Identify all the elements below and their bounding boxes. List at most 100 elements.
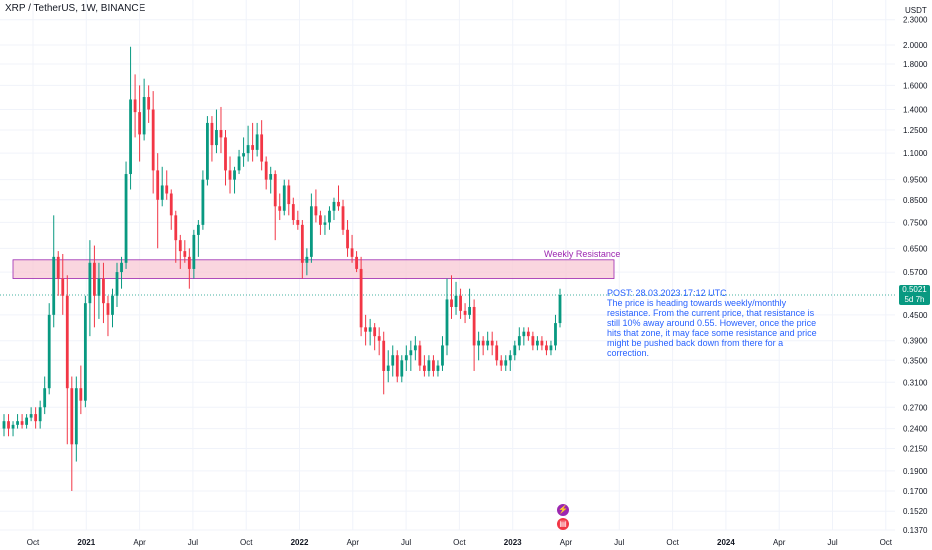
candle[interactable]: [138, 85, 142, 162]
candle[interactable]: [65, 275, 69, 445]
candle[interactable]: [61, 253, 65, 315]
candle[interactable]: [47, 303, 51, 395]
candle[interactable]: [319, 210, 322, 235]
candle[interactable]: [296, 210, 300, 230]
candle[interactable]: [237, 149, 241, 175]
candle[interactable]: [323, 215, 327, 235]
candle[interactable]: [242, 137, 245, 167]
candle[interactable]: [341, 199, 345, 235]
candle[interactable]: [282, 179, 286, 216]
candle[interactable]: [454, 281, 458, 315]
candle[interactable]: [210, 116, 214, 162]
candle[interactable]: [183, 240, 187, 263]
candle[interactable]: [16, 414, 19, 429]
candle[interactable]: [377, 327, 381, 356]
candle[interactable]: [43, 376, 47, 415]
candle[interactable]: [133, 74, 137, 138]
candle[interactable]: [535, 336, 539, 351]
candle[interactable]: [88, 240, 92, 337]
candle[interactable]: [517, 327, 521, 351]
candle[interactable]: [269, 166, 273, 194]
candle[interactable]: [382, 331, 386, 395]
candle[interactable]: [264, 156, 268, 190]
candle[interactable]: [422, 355, 426, 377]
candle[interactable]: [124, 161, 128, 269]
candle[interactable]: [215, 109, 218, 154]
candle[interactable]: [531, 331, 535, 351]
candle[interactable]: [486, 331, 490, 351]
candle[interactable]: [83, 295, 87, 408]
resistance-zone[interactable]: [12, 259, 615, 279]
candle[interactable]: [328, 206, 331, 230]
candle[interactable]: [522, 327, 526, 346]
candle[interactable]: [409, 340, 413, 371]
candle[interactable]: [427, 355, 431, 377]
candle[interactable]: [233, 166, 236, 194]
candle[interactable]: [413, 336, 417, 361]
candle[interactable]: [391, 345, 395, 377]
candle[interactable]: [219, 106, 223, 154]
candle[interactable]: [224, 130, 227, 186]
candle[interactable]: [201, 170, 205, 230]
candle[interactable]: [165, 170, 169, 200]
candle[interactable]: [504, 355, 508, 371]
candle[interactable]: [445, 278, 449, 356]
lightning-icon[interactable]: ⚡: [557, 504, 569, 516]
candle[interactable]: [540, 336, 544, 351]
x-axis[interactable]: Oct 2021 Apr Jul Oct 2022 Apr Jul Oct 2023 Apr Jul O…: [27, 538, 893, 547]
candle[interactable]: [25, 414, 29, 429]
candle[interactable]: [169, 189, 173, 230]
candle[interactable]: [70, 376, 74, 491]
candle[interactable]: [386, 350, 390, 383]
candle[interactable]: [192, 229, 196, 279]
candle[interactable]: [147, 85, 151, 123]
candle[interactable]: [115, 262, 119, 307]
candle[interactable]: [291, 197, 295, 225]
candle[interactable]: [11, 421, 15, 437]
candle[interactable]: [120, 256, 123, 289]
candle[interactable]: [495, 340, 499, 366]
candle[interactable]: [359, 256, 363, 337]
candle[interactable]: [404, 345, 408, 371]
candle[interactable]: [499, 355, 503, 371]
candle[interactable]: [450, 275, 453, 319]
us-flag-icon[interactable]: ▤: [557, 518, 569, 530]
candle[interactable]: [251, 122, 255, 162]
candle[interactable]: [513, 340, 517, 361]
candle[interactable]: [151, 91, 155, 194]
candle[interactable]: [364, 314, 368, 346]
candle[interactable]: [260, 120, 264, 171]
candle[interactable]: [558, 288, 562, 328]
candle[interactable]: [355, 251, 358, 273]
candle[interactable]: [368, 318, 372, 346]
y-axis[interactable]: 2.3000 2.0000 1.8000 1.6000 1.4000 1.2500 1.10…: [903, 16, 928, 535]
candle[interactable]: [52, 215, 56, 328]
candle[interactable]: [350, 234, 354, 263]
candle[interactable]: [129, 46, 132, 190]
candle[interactable]: [160, 166, 164, 207]
candle[interactable]: [278, 193, 282, 221]
candle[interactable]: [174, 210, 178, 263]
candle[interactable]: [468, 288, 471, 319]
candle[interactable]: [373, 323, 377, 351]
candle[interactable]: [490, 331, 494, 356]
candle[interactable]: [7, 414, 10, 437]
candle[interactable]: [477, 331, 481, 361]
candle[interactable]: [305, 248, 309, 276]
candle[interactable]: [481, 336, 485, 356]
candle[interactable]: [79, 365, 83, 415]
candle[interactable]: [196, 220, 200, 257]
candle[interactable]: [332, 197, 336, 221]
candle[interactable]: [156, 153, 160, 249]
candle[interactable]: [2, 414, 6, 437]
candle[interactable]: [346, 220, 349, 257]
candle[interactable]: [418, 340, 422, 371]
candle[interactable]: [309, 193, 313, 263]
candle[interactable]: [472, 299, 476, 371]
candle[interactable]: [187, 248, 191, 289]
candle[interactable]: [508, 350, 512, 371]
candle[interactable]: [102, 262, 105, 324]
candle[interactable]: [554, 314, 557, 351]
candle[interactable]: [549, 340, 553, 356]
